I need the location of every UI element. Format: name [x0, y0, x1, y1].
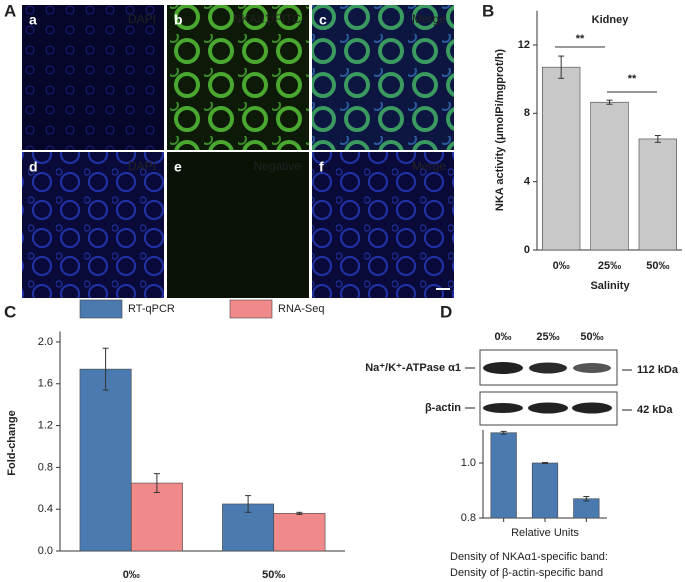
bar — [638, 138, 677, 251]
y-axis-label: Fold-change — [6, 410, 18, 475]
micrograph-letter: e — [174, 159, 182, 175]
y-tick-label: 0.8 — [38, 461, 53, 473]
y-tick-label: 1.2 — [38, 419, 53, 431]
band — [528, 402, 568, 414]
lane-label: 0‰ — [494, 331, 511, 343]
micrograph-letter: b — [174, 12, 183, 28]
bar — [130, 482, 183, 552]
bar — [79, 368, 132, 552]
panel-label: D — [440, 302, 452, 321]
y-tick-label: 2.0 — [38, 336, 53, 348]
micrograph — [167, 152, 309, 298]
legend-label: RT-qPCR — [128, 303, 175, 315]
x-tick-label: 0‰ — [553, 260, 570, 272]
y-axis-label: NKA activity (μmolPi/mgprot/h) — [494, 49, 506, 212]
x-tick-label: 0‰ — [123, 569, 140, 581]
y-tick-label: 0.4 — [38, 503, 53, 515]
x-tick-label: 50‰ — [262, 569, 285, 581]
micrograph-stain: NKAα1/FITC — [233, 12, 302, 26]
bar — [590, 101, 629, 251]
row-label: β-actin — [425, 402, 461, 414]
panel-label: A — [4, 1, 16, 20]
blot: 0‰ 25‰ 50‰ Na⁺/K⁺-ATPase α1 β-actin 112 … — [365, 331, 679, 426]
x-tick-label: 25‰ — [598, 260, 621, 272]
x-axis-label: Relative Units — [511, 527, 579, 539]
micrograph-letter: f — [319, 159, 324, 175]
legend-swatch — [229, 299, 273, 319]
y-tick-label: 0 — [524, 244, 530, 256]
micrograph — [312, 152, 454, 298]
lane-label: 25‰ — [536, 331, 559, 343]
bar — [573, 498, 600, 519]
panel-label: C — [4, 302, 16, 321]
row-label: Na⁺/K⁺-ATPase α1 — [365, 362, 461, 374]
micrograph-letter: c — [319, 12, 327, 28]
micrograph — [22, 5, 164, 150]
annotation: ** — [576, 33, 585, 45]
band — [483, 403, 523, 413]
y-tick-label: 1.0 — [461, 457, 476, 469]
micrograph-letter: a — [29, 12, 37, 28]
y-tick-label: 1.6 — [38, 378, 53, 390]
y-tick-label: 0.0 — [38, 545, 53, 557]
bar — [490, 432, 517, 519]
micrograph-letter: d — [29, 159, 38, 175]
caption: Density of β-actin-specific band — [450, 567, 603, 579]
x-tick-label: 50‰ — [646, 260, 669, 272]
band — [529, 362, 567, 374]
bar — [542, 66, 581, 251]
y-tick-label: 8 — [524, 107, 530, 119]
micrograph-stain: DAPI — [128, 159, 156, 173]
lane-label: 50‰ — [580, 331, 603, 343]
legend-label: RNA-Seq — [278, 303, 324, 315]
micrograph — [167, 5, 309, 150]
micrograph-stain: DAPI — [128, 12, 156, 26]
micrograph-stain: Merge — [412, 159, 446, 173]
micrograph — [312, 5, 454, 150]
band — [483, 362, 523, 374]
bar — [531, 462, 559, 519]
micrograph-stain: Merge — [412, 12, 446, 26]
micrograph-stain: Negative — [254, 159, 302, 173]
panel-label: B — [482, 1, 494, 20]
band — [572, 402, 612, 414]
x-axis-label: Salinity — [590, 280, 630, 292]
bar — [273, 513, 326, 552]
micrograph — [22, 152, 164, 298]
y-tick-label: 4 — [524, 176, 531, 188]
band — [573, 363, 611, 373]
annotation: ** — [628, 73, 637, 85]
chart-title: Kidney — [592, 14, 630, 26]
y-tick-label: 12 — [518, 39, 530, 51]
y-tick-label: 0.8 — [461, 512, 476, 524]
legend-swatch — [79, 299, 123, 319]
size-label: 42 kDa — [637, 404, 673, 416]
caption: Density of NKAα1-specific band: — [450, 551, 608, 563]
size-label: 112 kDa — [637, 364, 679, 376]
